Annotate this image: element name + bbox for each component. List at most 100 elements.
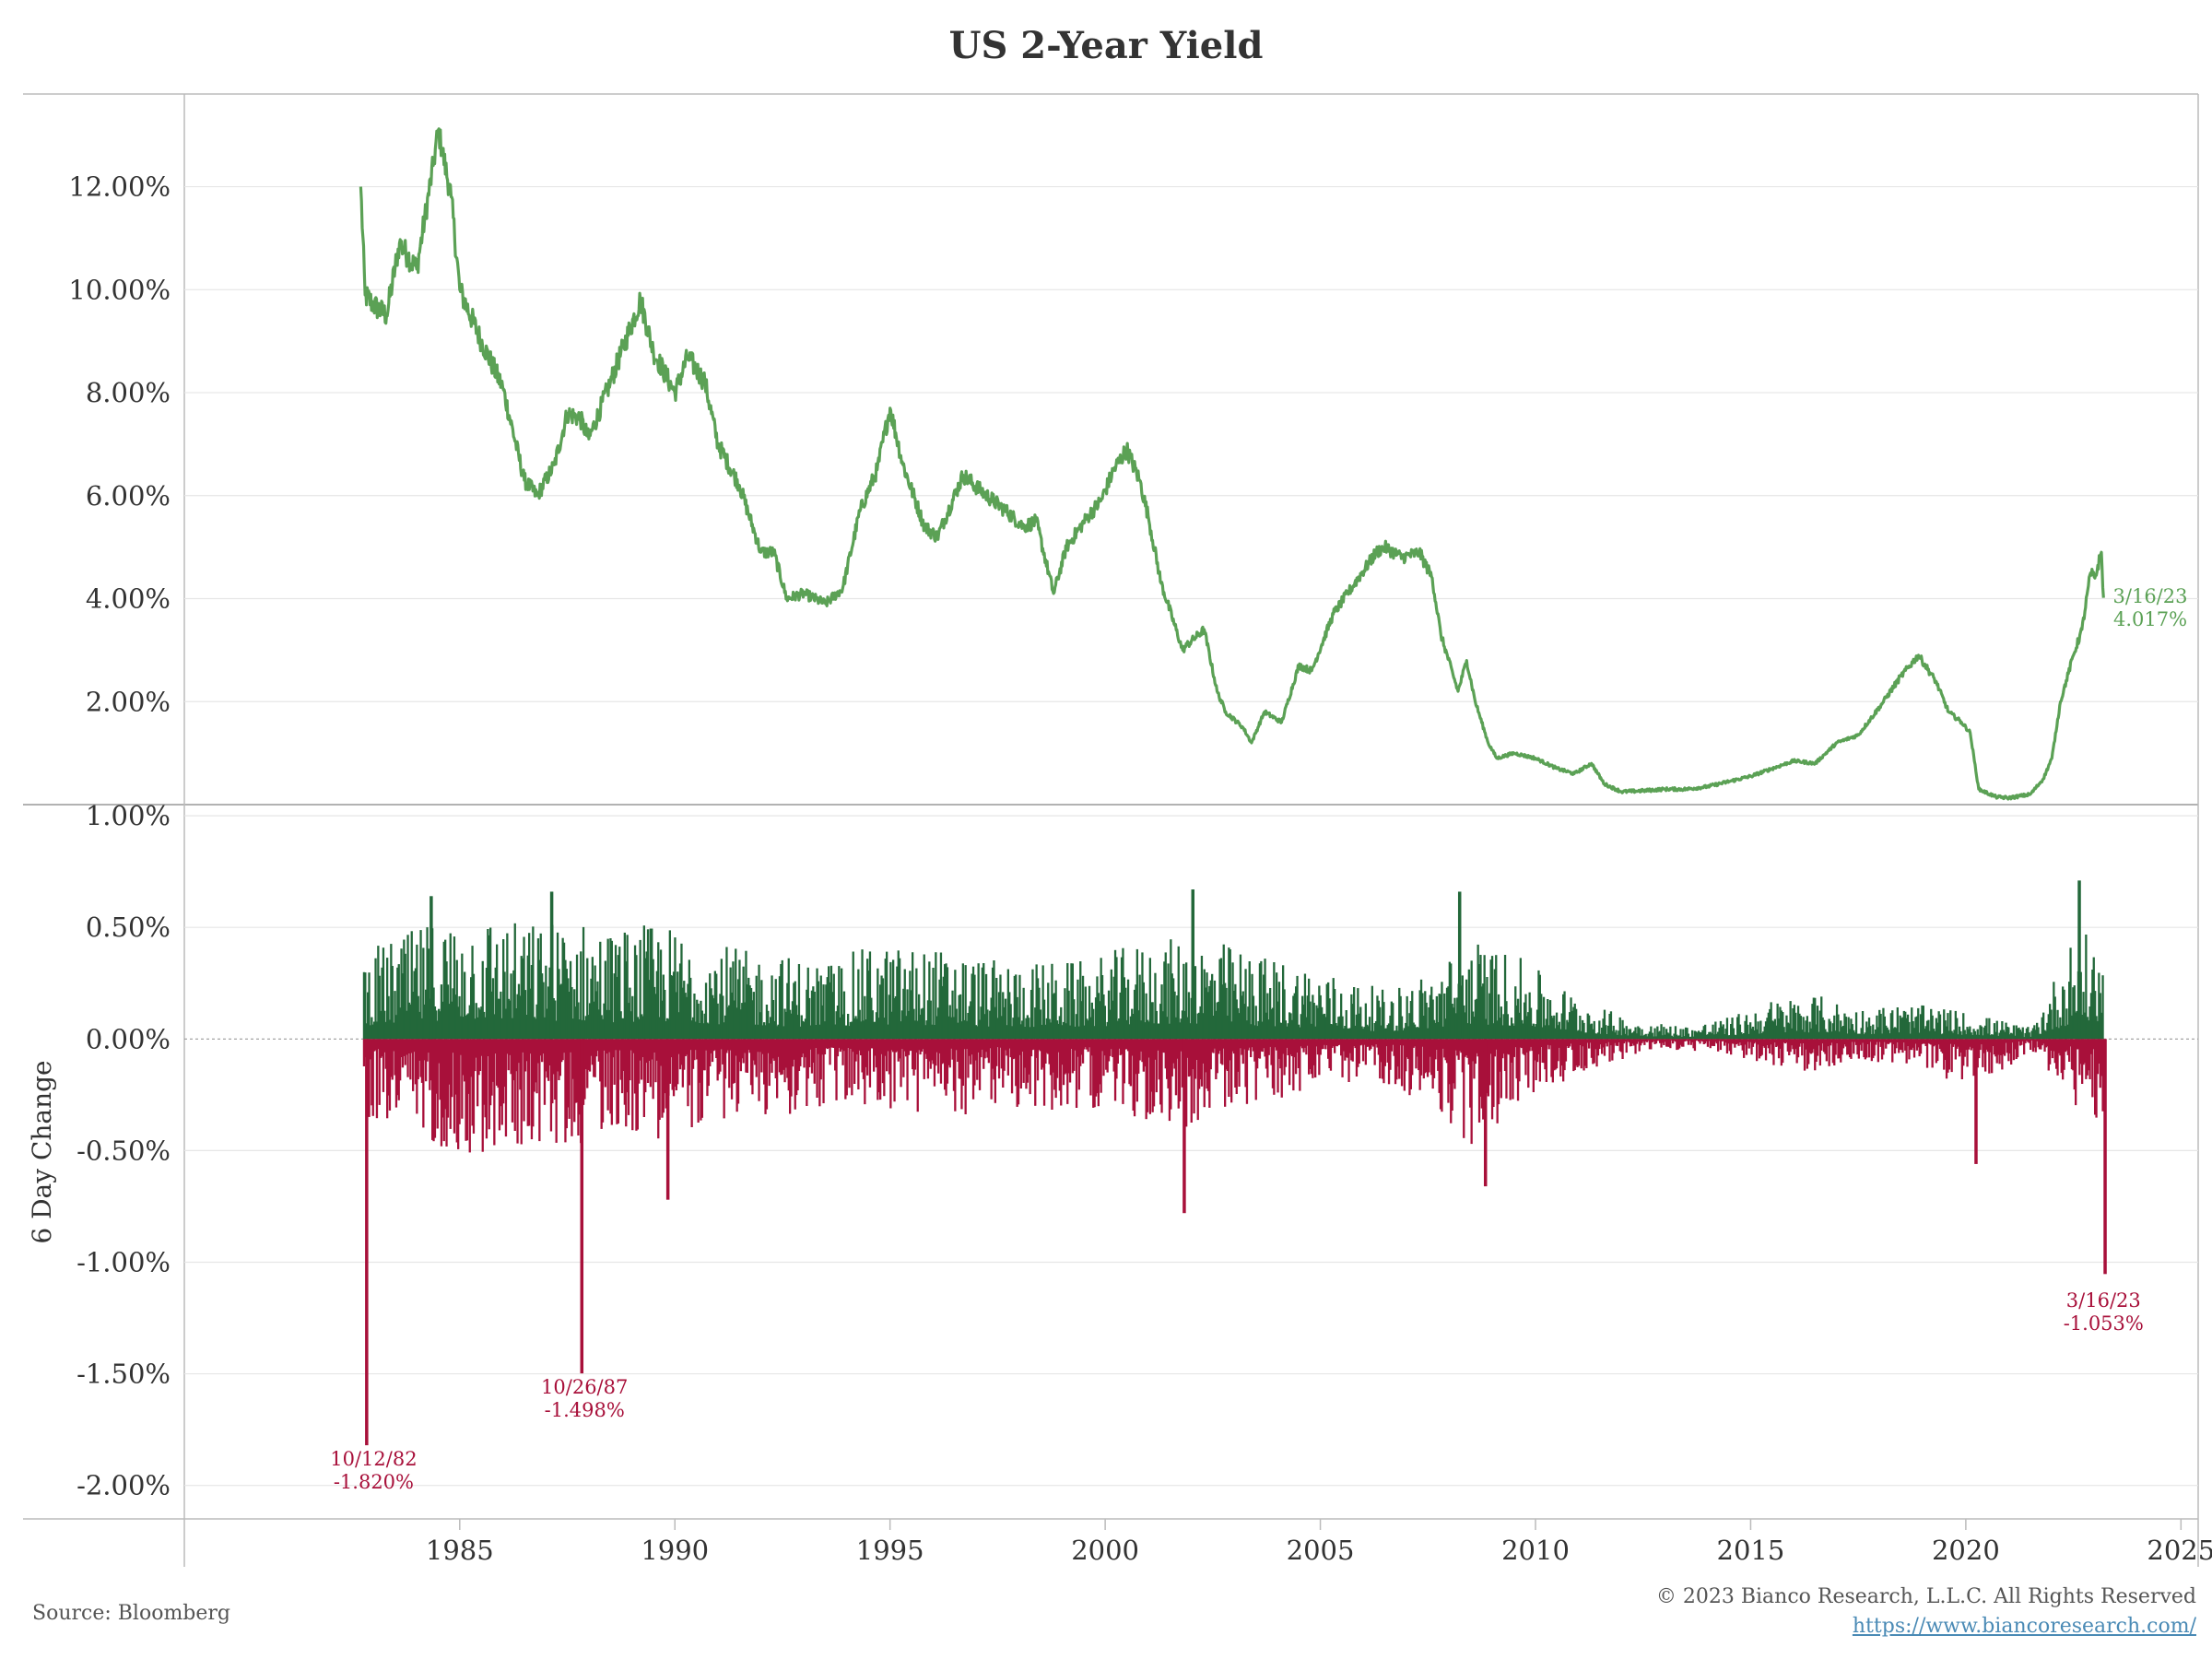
bar-negative (1915, 1039, 1918, 1051)
bar-extreme (2103, 1039, 2107, 1275)
bar-negative (1898, 1039, 1900, 1053)
bar-positive (948, 1005, 951, 1040)
bar-negative (2044, 1039, 2048, 1048)
bar-negative (806, 1039, 809, 1079)
bar-positive (1575, 1008, 1578, 1040)
bar-positive (1092, 1008, 1095, 1040)
bar-negative (653, 1039, 656, 1053)
bar-negative (1912, 1039, 1914, 1048)
bar-positive (1614, 1032, 1617, 1040)
bar-negative (2099, 1039, 2101, 1088)
bar-positive (1289, 1013, 1292, 1040)
website-link[interactable]: https://www.biancoresearch.com/ (1852, 1615, 2196, 1638)
bar-negative (649, 1039, 652, 1088)
bar-positive (1847, 1017, 1850, 1040)
bar-positive (1696, 1032, 1699, 1040)
bar-negative (1988, 1039, 1991, 1074)
bar-negative (700, 1039, 702, 1121)
bar-positive (1753, 1030, 1756, 1040)
bar-positive (1062, 1021, 1065, 1040)
bar-negative (2091, 1039, 2094, 1098)
bar-negative (1258, 1039, 1262, 1059)
bar-positive (1711, 1033, 1713, 1040)
bar-positive (1567, 1022, 1570, 1040)
bar-negative (1029, 1039, 1031, 1095)
bar-positive (1515, 1006, 1518, 1040)
bar-positive (1555, 1012, 1559, 1040)
bar-negative (1525, 1039, 1528, 1053)
x-tick-label: 1985 (426, 1535, 494, 1566)
bar-negative (1361, 1039, 1365, 1062)
bar-negative (1432, 1039, 1436, 1078)
bar-negative (664, 1039, 666, 1094)
bar-positive (1917, 1007, 1920, 1040)
bar-positive (1358, 1013, 1360, 1040)
bar-positive (866, 959, 869, 1040)
bar-negative (512, 1039, 515, 1081)
bar-positive (652, 959, 654, 1040)
bar-negative (1350, 1039, 1353, 1061)
bar-positive (1708, 1031, 1711, 1040)
bar-positive (1083, 1025, 1086, 1040)
bar-negative (1181, 1039, 1184, 1088)
bar-positive (1848, 1029, 1852, 1040)
bar-negative (1583, 1039, 1587, 1066)
bar-negative (416, 1039, 418, 1114)
bar-positive (1490, 956, 1494, 1040)
bar-negative (625, 1039, 628, 1127)
bar-negative (1924, 1039, 1927, 1046)
bar-negative (889, 1039, 892, 1109)
bar-positive (1382, 1002, 1385, 1040)
bar-positive (485, 968, 488, 1040)
bar-negative (1150, 1039, 1153, 1092)
bar-negative (1412, 1039, 1415, 1048)
bar-negative (1179, 1039, 1182, 1102)
bar-negative (822, 1039, 825, 1103)
bar-positive (494, 967, 497, 1040)
bar-negative (1567, 1039, 1570, 1048)
bar-negative (816, 1039, 818, 1098)
bar-negative (1173, 1039, 1176, 1069)
bar-positive (1954, 1010, 1957, 1040)
bar-positive (1254, 1006, 1257, 1040)
bar-negative (965, 1039, 969, 1050)
bar-positive (1021, 1020, 1024, 1040)
bar-negative (461, 1039, 464, 1119)
bar-negative (1342, 1039, 1346, 1052)
bar-positive (1637, 1026, 1640, 1040)
bar-positive (1583, 1022, 1585, 1040)
bar-positive (1724, 1029, 1727, 1040)
bar-positive (1409, 1001, 1412, 1040)
bar-positive (584, 1016, 587, 1040)
bar-negative (1457, 1039, 1460, 1060)
bar-positive (2063, 989, 2065, 1040)
bar-positive (1522, 1023, 1524, 1040)
bar-positive (1080, 1001, 1083, 1040)
bar-negative (1398, 1039, 1401, 1079)
bar-negative (1477, 1039, 1479, 1057)
bar-positive (937, 1007, 940, 1040)
bar-negative (935, 1039, 937, 1066)
bar-positive (1660, 1024, 1663, 1040)
bar-negative (845, 1039, 848, 1096)
bar-positive (1071, 963, 1074, 1040)
bar-positive (483, 1011, 486, 1040)
bar-positive (1003, 1006, 1006, 1040)
bar-negative (1324, 1039, 1327, 1050)
bar-negative (1211, 1039, 1214, 1053)
bar-negative (1501, 1039, 1504, 1059)
bar-positive (1625, 1026, 1628, 1040)
bar-negative (1934, 1039, 1936, 1046)
bar-negative (1932, 1039, 1936, 1047)
bar-negative (1506, 1039, 1509, 1054)
bar-positive (646, 929, 650, 1040)
bar-negative (523, 1039, 525, 1122)
bar-positive (562, 942, 566, 1040)
bar-negative (1119, 1039, 1122, 1055)
bar-positive (1418, 1027, 1420, 1040)
bar-negative (1895, 1039, 1898, 1049)
bar-positive (1243, 1004, 1246, 1040)
bar-negative (1566, 1039, 1569, 1046)
bar-positive (1921, 1005, 1924, 1040)
bar-negative (507, 1039, 510, 1071)
